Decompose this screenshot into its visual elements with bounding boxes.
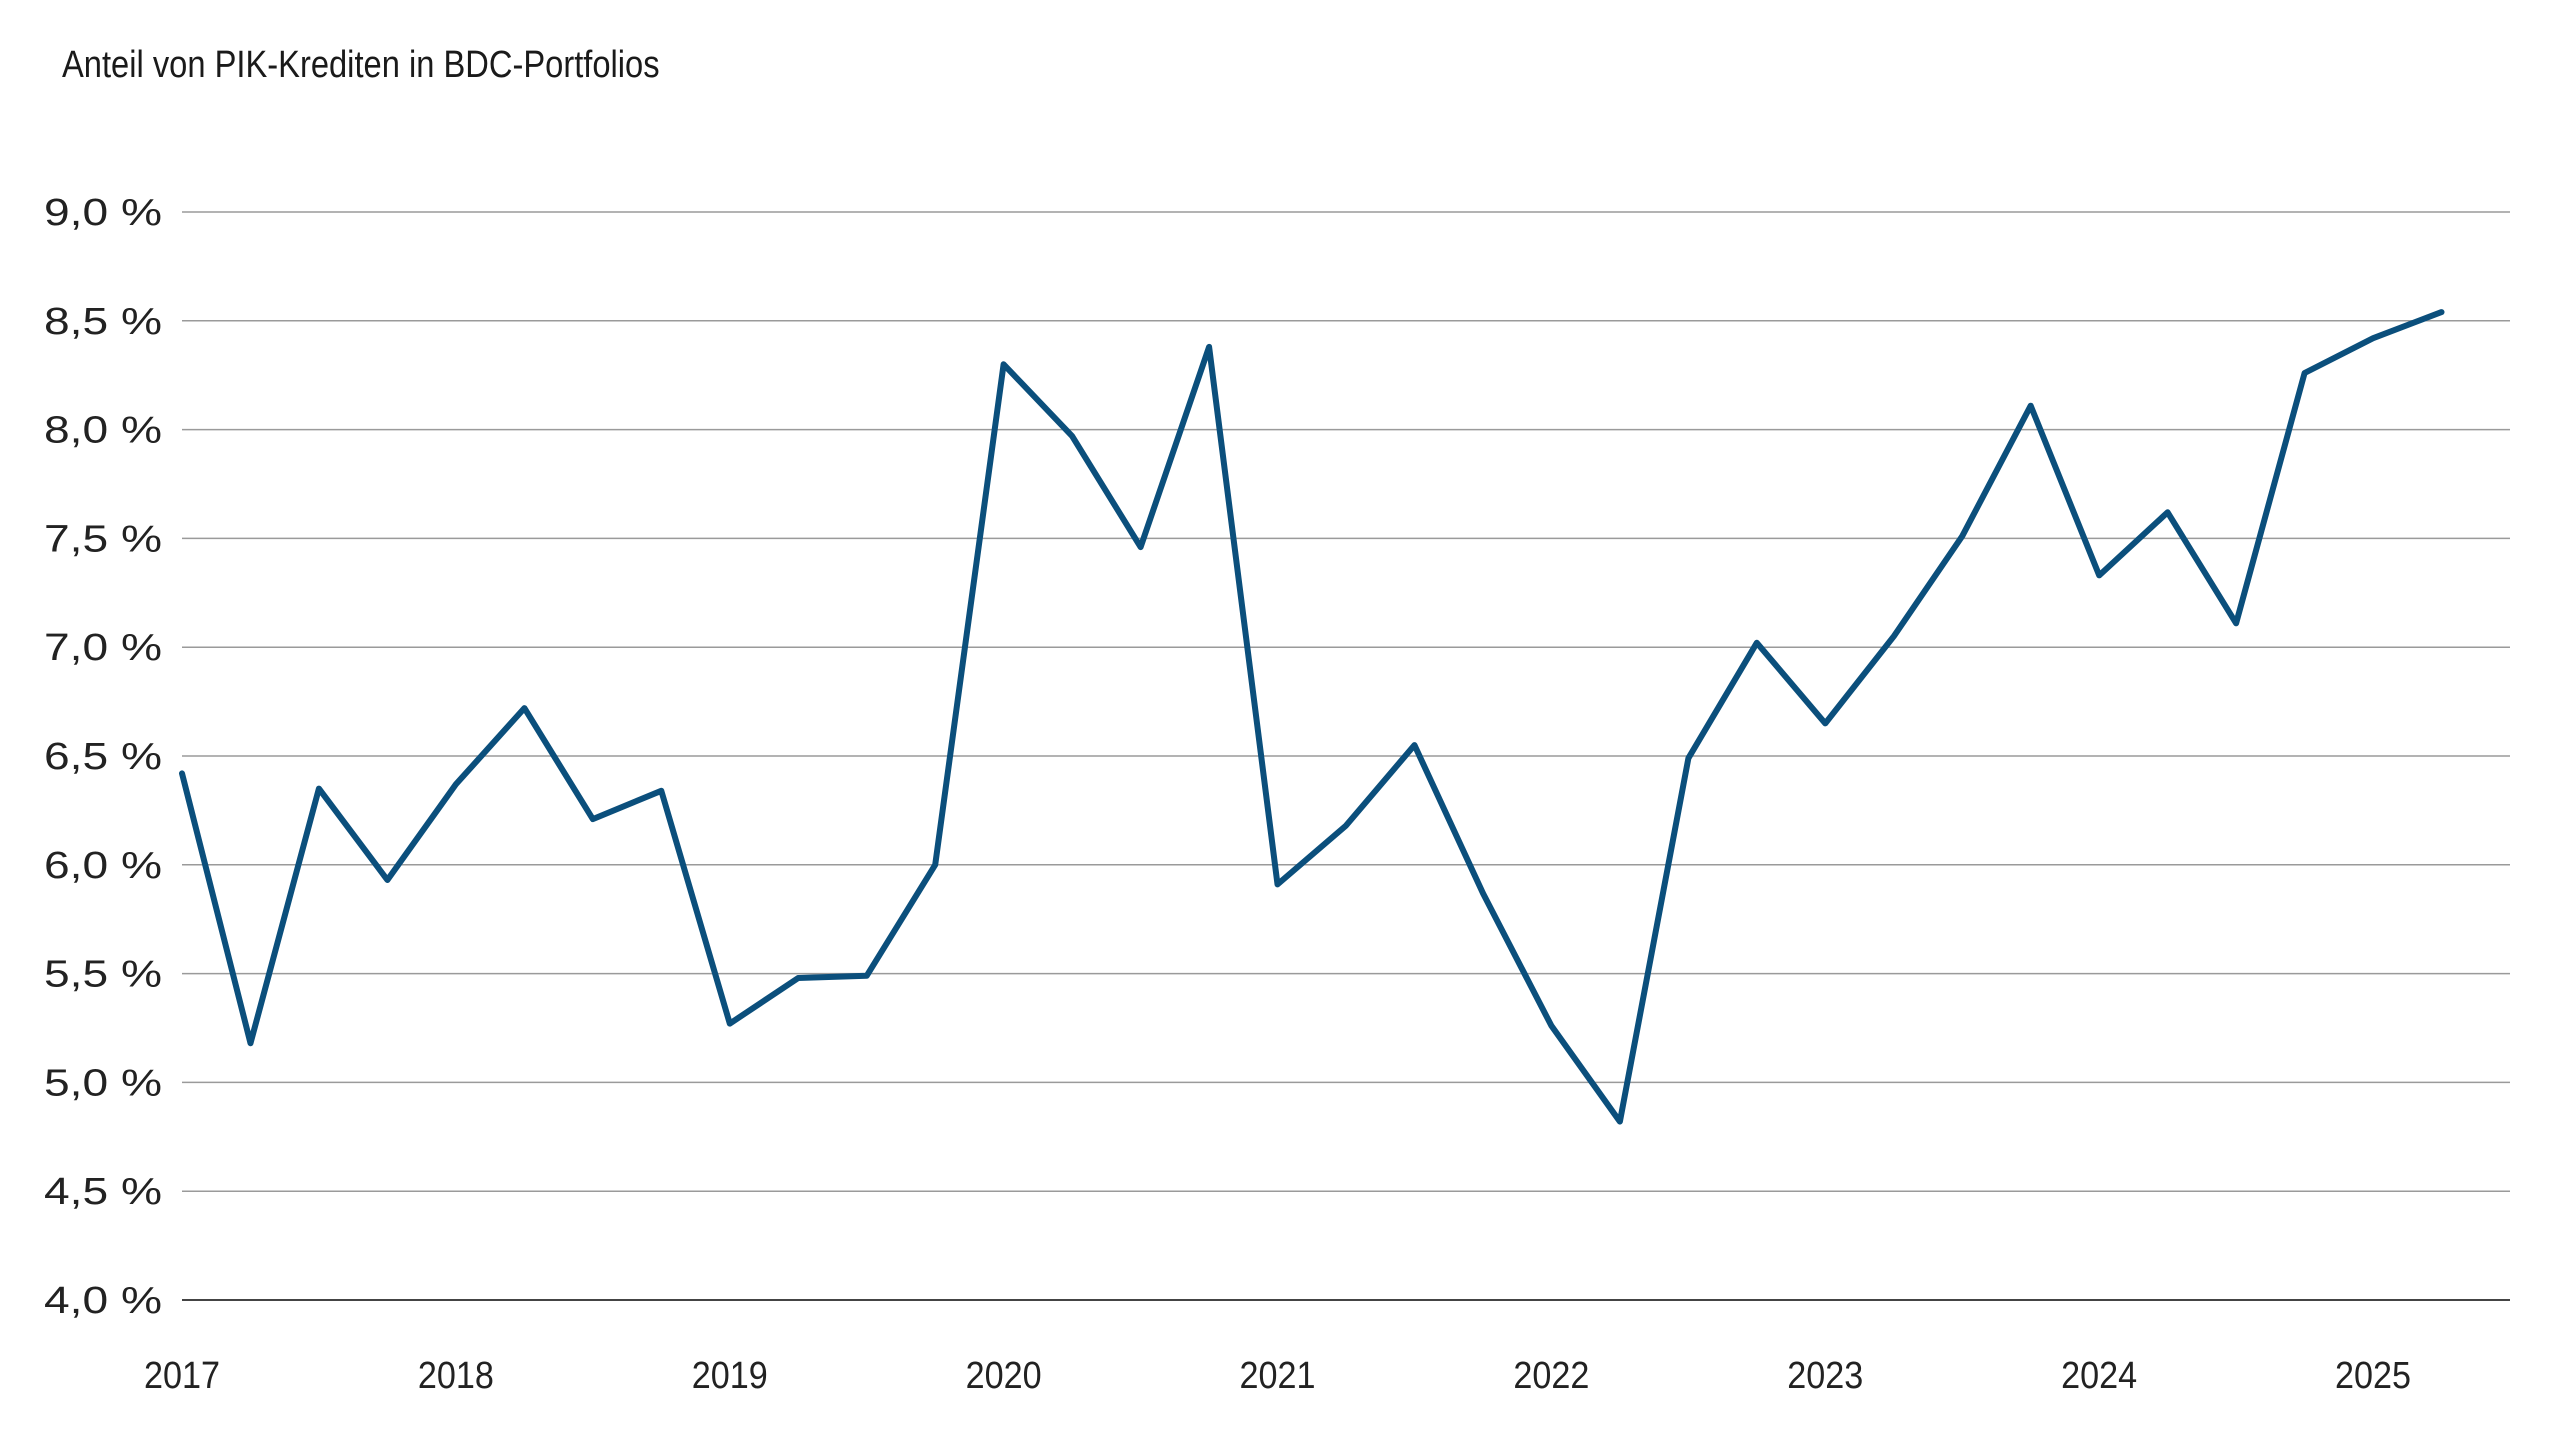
y-tick-label: 4,5 % (44, 1171, 162, 1213)
x-axis-labels: 2017 2018 2019 2020 2021 2022 2023 2024 2025 (144, 1355, 2411, 1397)
x-tick-label: 2025 (2335, 1355, 2411, 1397)
series-layer (179, 309, 2445, 1125)
x-tick-label: 2018 (418, 1355, 494, 1397)
x-tick-label: 2024 (2061, 1355, 2137, 1397)
y-tick-label: 6,5 % (44, 736, 162, 778)
series-line (179, 309, 2445, 1125)
x-tick-label: 2017 (144, 1355, 220, 1397)
y-axis-labels: 4,0 % 4,5 % 5,0 % 5,5 % 6,0 % 6,5 % 7,0 % 7,5 %… (44, 192, 162, 1322)
y-tick-label: 7,5 % (44, 518, 162, 560)
y-tick-label: 8,0 % (44, 410, 162, 452)
y-tick-label: 4,0 % (44, 1280, 162, 1322)
y-tick-label: 5,5 % (44, 954, 162, 996)
y-tick-label: 6,0 % (44, 845, 162, 887)
x-tick-label: 2020 (966, 1355, 1042, 1397)
y-tick-label: 5,0 % (44, 1062, 162, 1104)
chart-title: Anteil von PIK-Krediten in BDC-Portfolio… (62, 44, 660, 86)
x-tick-label: 2023 (1787, 1355, 1863, 1397)
y-tick-label: 9,0 % (44, 192, 162, 234)
y-tick-label: 8,5 % (44, 301, 162, 343)
x-tick-label: 2019 (692, 1355, 768, 1397)
grid-lines (182, 211, 2510, 1301)
x-tick-label: 2022 (1513, 1355, 1589, 1397)
y-tick-label: 7,0 % (44, 627, 162, 669)
x-tick-label: 2021 (1240, 1355, 1316, 1397)
